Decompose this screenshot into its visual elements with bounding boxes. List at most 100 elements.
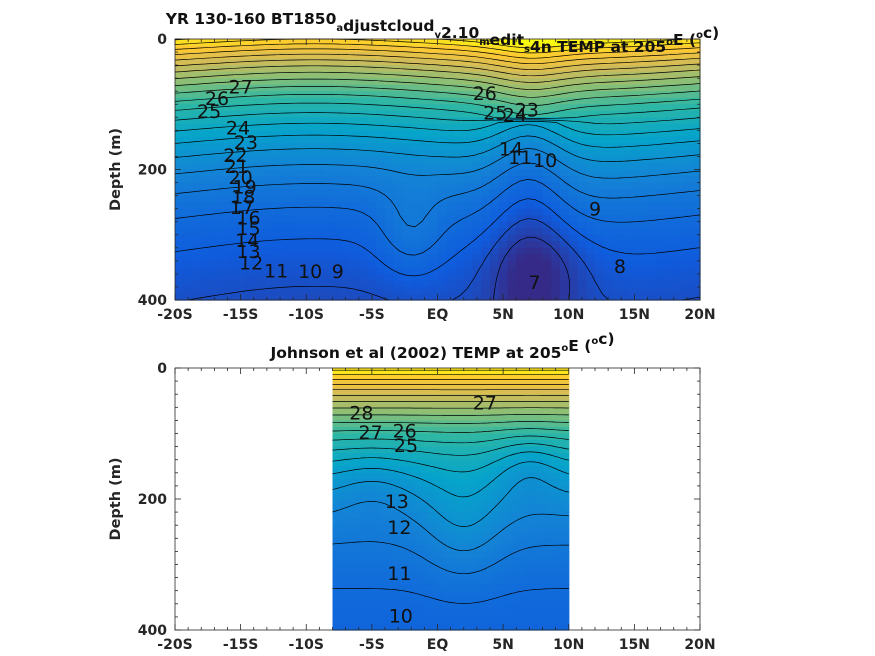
x-tick-label: 20N (684, 307, 715, 323)
x-tick-label: 10N (553, 637, 584, 653)
y-ticks (175, 367, 700, 631)
y-tick-label: 400 (138, 623, 167, 639)
contour-line (174, 43, 701, 59)
temperature-field (332, 368, 570, 631)
contour-line (174, 198, 701, 277)
contour-line (174, 179, 701, 256)
contour-label: 10 (389, 605, 413, 627)
contour-label: 27 (473, 393, 497, 415)
y-tick-label: 200 (138, 163, 167, 179)
contour-label: 26 (473, 83, 497, 105)
contour-label: 25 (483, 103, 507, 125)
contour-lines (332, 369, 569, 604)
contour-line (174, 148, 701, 179)
contour-line (174, 120, 701, 136)
contour-label: 13 (236, 241, 260, 263)
x-tick-label: 10N (553, 307, 584, 323)
contour-line (174, 71, 701, 90)
contour-label: 21 (225, 156, 249, 178)
x-tick-label: -15S (223, 307, 258, 323)
x-tick-label: -20S (157, 307, 192, 323)
contour-line (332, 428, 569, 433)
contour-line (332, 477, 569, 527)
x-tick-label: 5N (492, 637, 513, 653)
contour-line (332, 407, 569, 409)
chart-title: Johnson et al (2002) TEMP at 205oE (oc) (269, 330, 614, 362)
contour-line (332, 421, 569, 424)
contour-label: 9 (589, 199, 601, 221)
contour-label: 28 (349, 402, 373, 424)
contour-label: 26 (393, 421, 417, 443)
contour-line (332, 588, 569, 604)
contour-label: 25 (197, 101, 221, 123)
contour-label: 27 (359, 422, 383, 444)
x-tick-label: 15N (619, 307, 650, 323)
chart-title: YR 130-160 BT1850adjustcloudv2.10medits4… (165, 10, 720, 56)
contour-line (174, 162, 701, 228)
contour-line (332, 443, 569, 456)
y-tick-label: 0 (157, 32, 167, 48)
contour-line (174, 78, 701, 98)
contour-label: 7 (529, 272, 541, 294)
contour-label: 22 (223, 145, 247, 167)
contour-label: 8 (614, 256, 626, 278)
contour-line (332, 451, 569, 473)
contour-label: 27 (229, 76, 253, 98)
contour-label: 16 (236, 208, 260, 230)
contour-line (332, 541, 569, 575)
contour-line (332, 414, 569, 416)
contour-line (174, 94, 701, 116)
y-ticks (175, 38, 700, 301)
contour-label: 24 (503, 105, 527, 127)
contour-label: 25 (394, 435, 418, 457)
x-tick-label: -15S (223, 637, 258, 653)
x-tick-label: EQ (427, 307, 449, 323)
contour-label: 12 (239, 253, 263, 275)
contour-line (187, 218, 701, 301)
contour-label: 9 (332, 261, 344, 283)
contour-line (332, 501, 569, 552)
contour-label: 26 (205, 88, 229, 110)
contour-label: 23 (515, 99, 539, 121)
y-tick-label: 0 (157, 361, 167, 377)
contour-line (174, 102, 701, 119)
x-ticks (174, 39, 701, 300)
y-axis-label: Depth (m) (108, 458, 124, 541)
contour-line (493, 236, 570, 301)
contour-label: 14 (499, 138, 523, 160)
contour-label: 10 (533, 150, 557, 172)
contour-label: 12 (387, 517, 411, 539)
contour-label: 17 (230, 197, 254, 219)
x-tick-label: 20N (684, 637, 715, 653)
x-tick-label: EQ (427, 637, 449, 653)
x-ticks (174, 368, 701, 630)
contour-line (332, 435, 569, 444)
contour-label: 23 (234, 132, 258, 154)
x-tick-label: -5S (359, 637, 385, 653)
contour-label: 11 (264, 260, 288, 282)
contour-lines (174, 38, 701, 301)
x-tick-label: -10S (289, 307, 324, 323)
contour-line (332, 461, 569, 498)
temperature-field (175, 39, 701, 301)
contour-label: 11 (387, 563, 411, 585)
contour-label: 14 (235, 230, 259, 252)
contour-line (174, 53, 701, 70)
y-tick-label: 200 (138, 492, 167, 508)
x-tick-label: -10S (289, 637, 324, 653)
contour-label: 10 (298, 261, 322, 283)
contour-line (174, 124, 701, 148)
x-tick-label: 5N (492, 307, 513, 323)
x-tick-label: -5S (359, 307, 385, 323)
contour-label: 19 (233, 176, 257, 198)
contour-line (174, 48, 701, 65)
contour-line (174, 59, 701, 77)
contour-line (174, 86, 701, 106)
contour-line (174, 112, 701, 125)
x-tick-label: -20S (157, 637, 192, 653)
x-tick-label: 15N (619, 637, 650, 653)
contour-label: 20 (229, 167, 253, 189)
